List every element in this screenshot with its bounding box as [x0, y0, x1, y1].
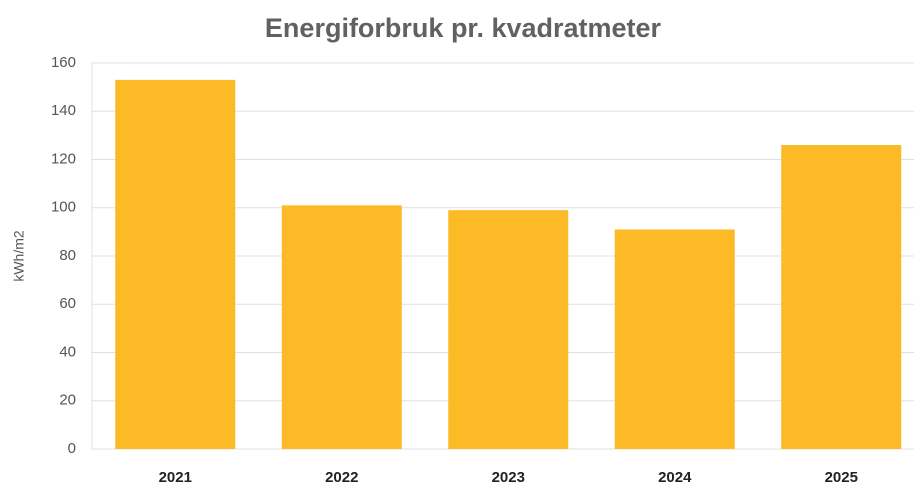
bar	[614, 229, 735, 449]
y-tick-label: 160	[51, 54, 76, 71]
bar	[281, 205, 402, 449]
y-tick-label: 60	[59, 295, 76, 312]
bar	[115, 79, 236, 449]
y-tick-label: 100	[51, 199, 76, 216]
chart-title: Energiforbruk pr. kvadratmeter	[265, 13, 662, 43]
y-tick-label: 20	[59, 392, 76, 409]
y-tick-label: 40	[59, 343, 76, 360]
y-tick-label: 80	[59, 247, 76, 264]
y-tick-label: 120	[51, 150, 76, 167]
y-tick-label: 0	[68, 440, 76, 457]
x-tick-label: 2024	[658, 469, 692, 486]
bar	[781, 145, 902, 449]
x-tick-label: 2022	[325, 469, 358, 486]
x-tick-label: 2025	[825, 469, 858, 486]
y-tick-label: 140	[51, 102, 76, 119]
x-tick-label: 2023	[492, 469, 525, 486]
y-axis-label: kWh/m2	[11, 230, 27, 282]
x-tick-label: 2021	[159, 469, 192, 486]
bar	[448, 210, 569, 449]
